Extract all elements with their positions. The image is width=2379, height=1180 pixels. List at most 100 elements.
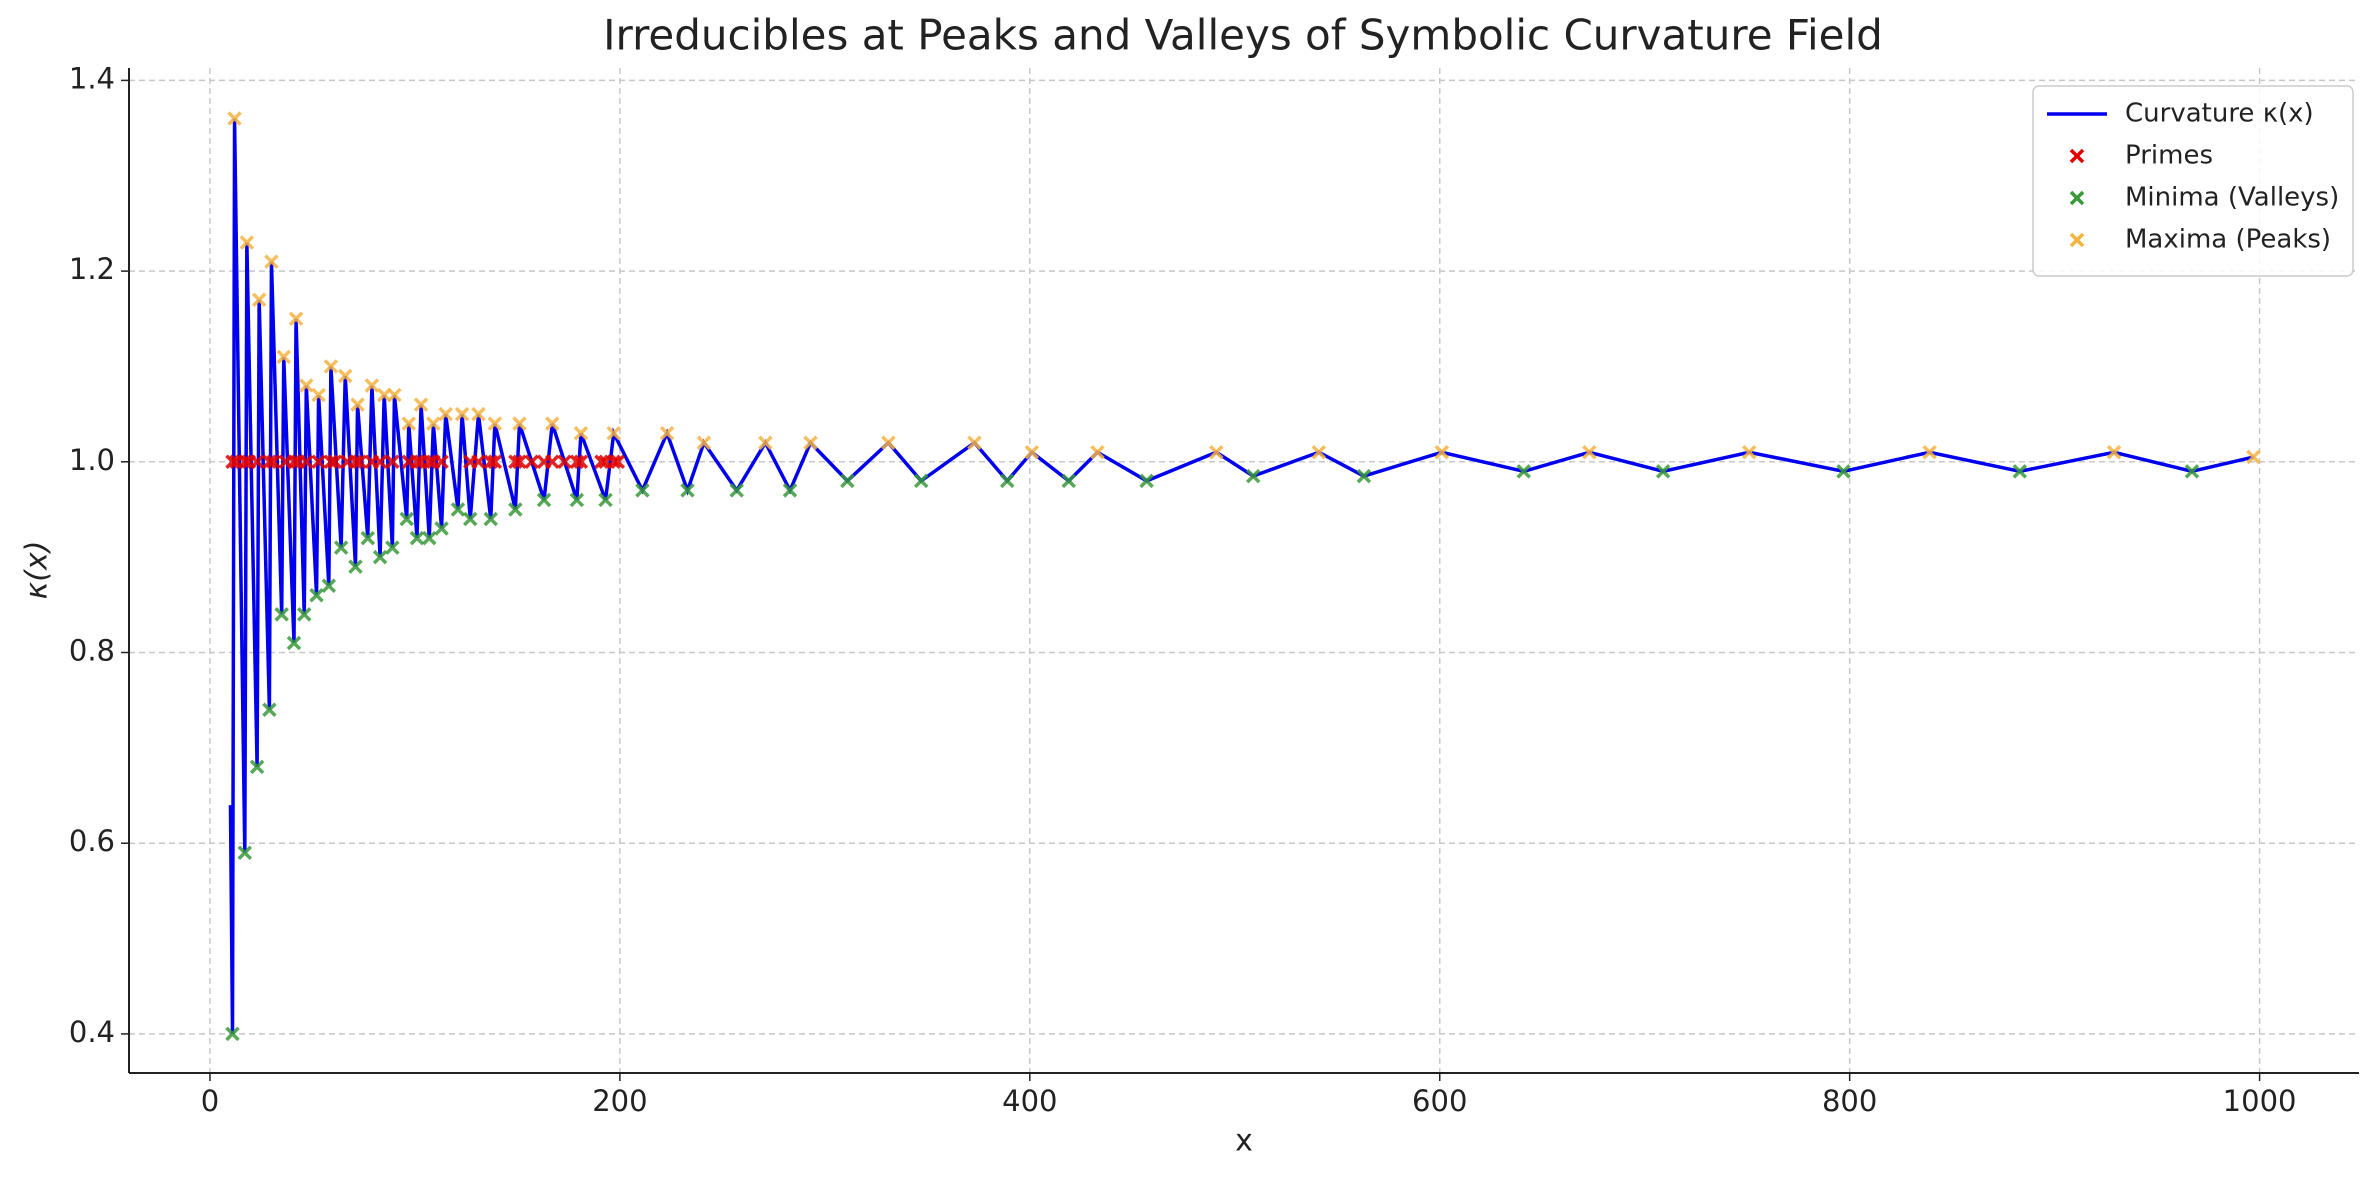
marker-stroke <box>2069 148 2085 164</box>
point-marker <box>782 483 798 498</box>
point-marker <box>262 702 277 717</box>
marker-stroke <box>1311 445 1327 460</box>
point-marker <box>1209 445 1224 460</box>
point-marker <box>337 368 353 384</box>
marker-stroke <box>483 454 498 470</box>
marker-stroke <box>610 454 626 470</box>
point-marker <box>573 454 589 470</box>
point-marker <box>881 435 896 450</box>
marker-stroke <box>225 1026 240 1042</box>
point-marker <box>512 454 527 470</box>
marker-stroke <box>569 454 585 470</box>
point-marker <box>1655 464 1671 479</box>
point-marker <box>413 397 429 412</box>
marker-stroke <box>422 530 437 546</box>
point-marker <box>557 454 572 470</box>
marker-stroke <box>2246 449 2261 465</box>
marker-stroke <box>409 530 425 546</box>
marker-stroke <box>372 454 388 470</box>
point-marker <box>913 473 929 489</box>
point-marker <box>286 635 302 651</box>
point-marker <box>508 502 523 517</box>
point-marker <box>264 254 279 269</box>
point-marker <box>323 454 339 470</box>
marker-stroke <box>288 311 304 327</box>
point-marker <box>545 416 560 431</box>
marker-stroke <box>471 454 486 470</box>
marker-stroke <box>1000 473 1015 489</box>
point-marker <box>352 454 367 470</box>
point-marker <box>372 454 388 470</box>
point-marker <box>299 378 314 393</box>
marker-stroke <box>266 454 281 470</box>
point-marker <box>426 416 441 431</box>
marker-stroke <box>1090 445 1105 460</box>
point-marker <box>225 454 240 470</box>
marker-stroke <box>352 454 367 470</box>
marker-stroke <box>413 397 429 412</box>
marker-stroke <box>450 502 466 517</box>
point-marker <box>758 435 773 450</box>
point-marker <box>471 454 486 470</box>
point-marker <box>1434 445 1450 460</box>
point-marker <box>450 502 466 517</box>
point-marker <box>1836 464 1851 479</box>
legend-label: Maxima (Peaks) <box>2125 225 2331 255</box>
marker-stroke <box>237 845 253 860</box>
marker-stroke <box>545 454 560 470</box>
marker-stroke <box>881 435 896 450</box>
y-tick-label: 1.2 <box>69 252 115 286</box>
marker-stroke <box>803 435 818 450</box>
marker-stroke <box>387 387 402 403</box>
marker-stroke <box>309 588 324 603</box>
marker-stroke <box>569 492 585 508</box>
point-marker <box>274 607 289 622</box>
marker-stroke <box>512 416 527 431</box>
marker-stroke <box>913 473 929 489</box>
point-marker <box>276 349 291 365</box>
marker-stroke <box>286 454 302 470</box>
y-tick-label: 1.4 <box>69 61 115 95</box>
point-marker <box>483 511 498 527</box>
point-marker <box>1741 445 1757 460</box>
point-marker <box>1000 473 1015 489</box>
point-marker <box>1922 445 1937 460</box>
legend-marker <box>2069 190 2085 206</box>
marker-stroke <box>659 425 675 441</box>
point-marker <box>512 416 527 431</box>
x-tick-label: 200 <box>592 1084 647 1118</box>
chart-title: Irreducibles at Peaks and Valleys of Sym… <box>603 11 1883 60</box>
point-marker <box>399 511 414 527</box>
marker-stroke <box>409 454 425 470</box>
point-marker <box>680 483 695 498</box>
marker-stroke <box>463 511 478 527</box>
point-marker <box>237 845 253 860</box>
marker-stroke <box>323 359 339 374</box>
marker-stroke <box>237 454 253 470</box>
marker-stroke <box>680 483 695 498</box>
marker-stroke <box>348 454 363 470</box>
marker-stroke <box>276 349 291 365</box>
y-tick-label: 0.6 <box>69 824 115 858</box>
point-marker <box>487 416 503 431</box>
point-marker <box>311 454 326 470</box>
point-marker <box>422 454 437 470</box>
x-tick-label: 800 <box>1822 1084 1877 1118</box>
point-marker <box>225 1026 240 1042</box>
marker-stroke <box>249 759 265 775</box>
point-marker <box>967 435 982 450</box>
point-marker <box>1139 473 1154 489</box>
point-marker <box>729 483 744 498</box>
point-marker <box>2012 464 2028 479</box>
marker-stroke <box>1024 445 1040 460</box>
marker-stroke <box>438 406 453 422</box>
point-marker <box>463 511 478 527</box>
point-marker <box>227 111 242 126</box>
marker-stroke <box>1516 464 1532 479</box>
marker-stroke <box>2106 445 2122 460</box>
marker-stroke <box>348 559 363 574</box>
point-marker <box>545 454 560 470</box>
point-marker <box>536 492 552 508</box>
point-marker <box>237 454 253 470</box>
